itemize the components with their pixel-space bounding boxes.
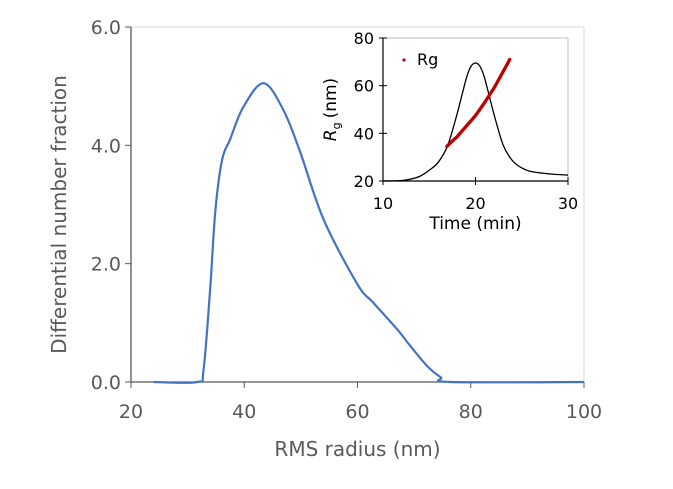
inset-x-tick-label: 30 — [558, 194, 578, 213]
inset-y-label-symbol: R — [321, 129, 341, 141]
y-axis-label: Differential number fraction — [47, 75, 71, 354]
inset-y-label-subscript: g — [330, 122, 343, 129]
y-tick-label: 2.0 — [91, 254, 121, 276]
inset-y-axis-label: Rg (nm) — [321, 78, 343, 141]
inset-plot: 10 20 30 20 40 60 80 Time (min) Rg (nm) Rg — [321, 29, 578, 234]
x-tick-label: 40 — [232, 401, 256, 423]
x-tick-label: 80 — [459, 401, 483, 423]
inset-y-tick-label: 60 — [354, 77, 374, 96]
inset-background — [383, 38, 568, 181]
y-tick-label: 0.0 — [91, 372, 121, 394]
inset-y-tick-label: 80 — [354, 29, 374, 48]
inset-x-tick-label: 10 — [373, 194, 393, 213]
y-tick-label: 6.0 — [91, 17, 121, 39]
distribution-line — [153, 82, 585, 384]
inset-y-tick-label: 40 — [354, 124, 374, 143]
x-tick-label: 20 — [119, 401, 143, 423]
main-plot: 20 40 60 80 100 0.0 2.0 4.0 6.0 RMS radius (nm) Di… — [47, 17, 602, 461]
elution-trace-line — [382, 62, 569, 182]
inset-y-label-unit: (nm) — [321, 78, 341, 119]
x-tick-label: 60 — [345, 401, 369, 423]
legend-marker-rg — [402, 58, 406, 62]
inset-x-axis-label: Time (min) — [428, 214, 521, 234]
y-tick-label: 4.0 — [91, 135, 121, 157]
x-axis-label: RMS radius (nm) — [274, 437, 440, 461]
inset-y-tick-label: 20 — [354, 172, 374, 191]
rg-data-point — [508, 57, 512, 62]
legend-label-rg: Rg — [417, 50, 438, 69]
x-tick-label: 100 — [566, 401, 602, 423]
inset-x-tick-label: 20 — [465, 194, 485, 213]
